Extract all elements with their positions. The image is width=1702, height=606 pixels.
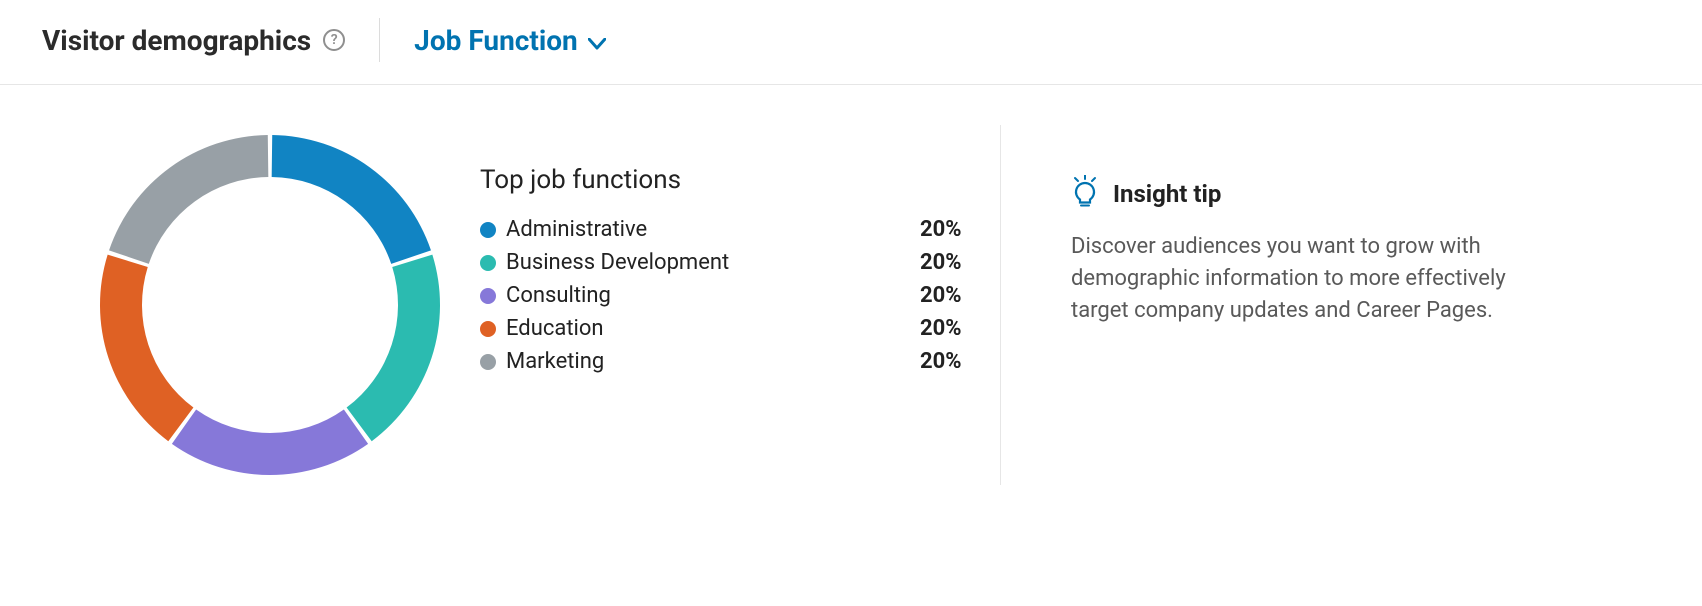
legend-swatch [480,255,496,271]
legend-label: Education [506,316,920,341]
header-divider [379,18,380,62]
legend-list: Administrative20%Business Development20%… [480,213,1000,378]
header-bar: Visitor demographics ? Job Function [0,0,1702,85]
legend-swatch [480,288,496,304]
donut-segment [100,255,193,442]
legend-swatch [480,222,496,238]
section-title-text: Visitor demographics [42,24,311,57]
legend-label: Administrative [506,217,920,242]
legend-value: 20% [920,349,1000,374]
legend-label: Consulting [506,283,920,308]
caret-down-icon [588,24,606,57]
legend-column: Top job functions Administrative20%Busin… [460,125,1000,485]
lightbulb-icon [1071,175,1099,213]
insight-body: Discover audiences you want to grow with… [1071,231,1530,327]
donut-segment [347,255,440,442]
section-title: Visitor demographics ? [42,24,345,57]
donut-segment [109,135,268,264]
legend-value: 20% [920,316,1000,341]
legend-item: Marketing20% [480,345,1000,378]
legend-item: Consulting20% [480,279,1000,312]
demographics-panel: Top job functions Administrative20%Busin… [0,85,1702,545]
help-icon-glyph: ? [331,33,338,47]
filter-dropdown[interactable]: Job Function [414,24,606,57]
legend-title: Top job functions [480,165,1000,195]
legend-item: Administrative20% [480,213,1000,246]
legend-item: Education20% [480,312,1000,345]
insight-column: Insight tip Discover audiences you want … [1000,125,1600,485]
help-icon[interactable]: ? [323,29,345,51]
legend-label: Business Development [506,250,920,275]
legend-value: 20% [920,283,1000,308]
legend-label: Marketing [506,349,920,374]
insight-title: Insight tip [1113,180,1221,208]
filter-dropdown-label: Job Function [414,24,578,57]
legend-value: 20% [920,250,1000,275]
donut-segment [272,135,431,264]
donut-segment [172,410,368,475]
legend-swatch [480,354,496,370]
donut-chart [90,125,450,485]
insight-header: Insight tip [1071,175,1530,213]
legend-item: Business Development20% [480,246,1000,279]
chart-column [80,125,460,485]
legend-swatch [480,321,496,337]
legend-value: 20% [920,217,1000,242]
